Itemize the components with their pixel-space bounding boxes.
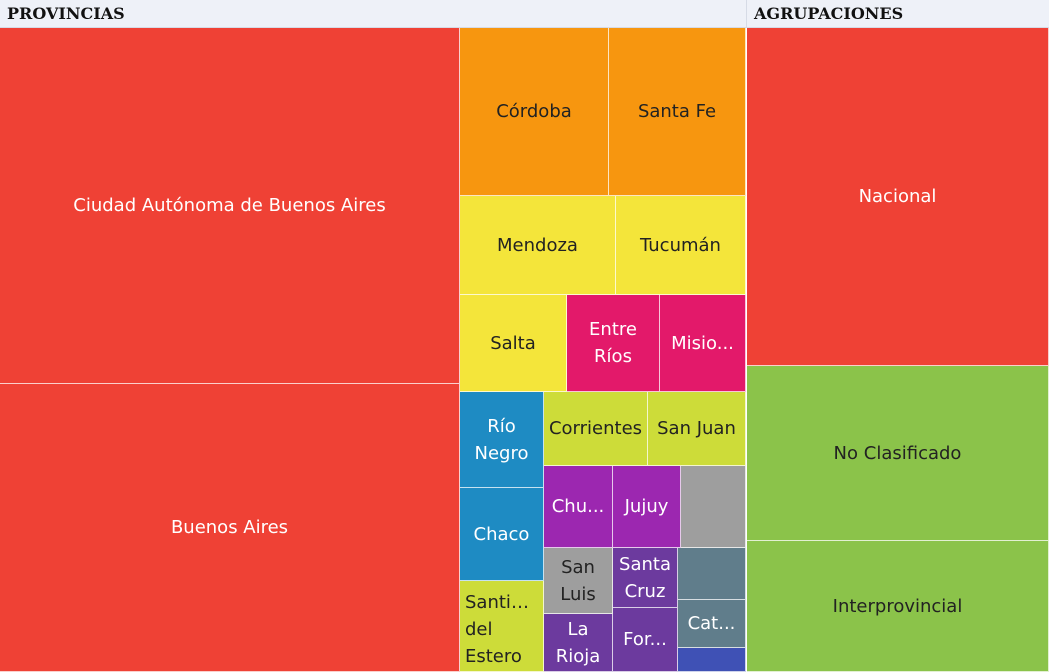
provincia-tile-label: Santiago del Estero — [465, 592, 543, 667]
provincia-tile-tucuman[interactable]: Tucumán — [616, 196, 746, 295]
provincia-tile-santiago-del-estero[interactable]: Santiago del Estero — [460, 581, 544, 672]
provincia-tile-cat[interactable]: Cat... — [678, 600, 746, 648]
provincia-tile-unlabeled-18[interactable] — [678, 548, 746, 600]
agrupacion-tile-label: No Clasificado — [833, 442, 962, 464]
provincia-tile-label: Córdoba — [496, 101, 572, 122]
provincia-tile-label: Santa Cruz — [619, 553, 671, 602]
agrupacion-tile-label: Nacional — [858, 186, 937, 207]
provincia-tile-for[interactable]: For... — [613, 608, 678, 672]
provincia-tile-entre-rios[interactable]: Entre Ríos — [567, 295, 660, 392]
provincia-tile-jujuy[interactable]: Jujuy — [613, 466, 681, 548]
provincia-tile-unlabeled-15[interactable] — [681, 466, 746, 548]
provincia-tile-san-juan[interactable]: San Juan — [648, 392, 746, 466]
agrupacion-tile-nacional[interactable]: Nacional — [747, 28, 1049, 366]
provincia-tile-santa-fe[interactable]: Santa Fe — [609, 28, 746, 196]
provincia-tile-label: Entre Ríos — [589, 319, 637, 367]
provincia-tile-ciudad-autonoma-de-buenos-aires[interactable]: Ciudad Autónoma de Buenos Aires — [0, 28, 460, 384]
provincia-tile-label: San Juan — [657, 418, 736, 439]
agrupacion-tile-interprovincial[interactable]: Interprovincial — [747, 541, 1049, 672]
agrupaciones-header: AGRUPACIONES — [747, 0, 1049, 28]
provincia-tile-label: Buenos Aires — [170, 517, 289, 538]
provincia-tile-label: San Luis — [560, 556, 596, 605]
provincia-tile-corrientes[interactable]: Corrientes — [544, 392, 648, 466]
provincia-tile-cordoba[interactable]: Córdoba — [460, 28, 609, 196]
provincia-tile-mendoza[interactable]: Mendoza — [460, 196, 616, 295]
provincia-tile-la-rioja[interactable]: La Rioja — [544, 614, 613, 672]
provincia-tile-label: Corrientes — [548, 418, 643, 439]
provincia-tile-santa-cruz[interactable]: Santa Cruz — [613, 548, 678, 608]
provincia-tile-label: Chu... — [551, 496, 605, 517]
agrupaciones-treemap: Nacional No Clasificado Interprovincial — [747, 28, 1049, 672]
provincia-tile-label: Salta — [490, 332, 536, 354]
provincia-tile-label: Jujuy — [624, 496, 669, 517]
provincia-tile-chaco[interactable]: Chaco — [460, 488, 544, 581]
provincia-tile-unlabeled-23[interactable] — [678, 648, 746, 672]
provincias-header: PROVINCIAS — [0, 0, 746, 28]
agrupacion-tile-label: Interprovincial — [832, 595, 963, 617]
provincia-tile-buenos-aires[interactable]: Buenos Aires — [0, 384, 460, 672]
provincia-tile-salta[interactable]: Salta — [460, 295, 567, 392]
provincia-tile-label: For... — [623, 629, 667, 650]
agrupacion-tile-no-clasificado[interactable]: No Clasificado — [747, 366, 1049, 541]
provincia-tile-label: Tucumán — [640, 234, 721, 256]
provincia-tile-label: Ciudad Autónoma de Buenos Aires — [73, 195, 386, 216]
provincia-tile-label: Chaco — [473, 523, 530, 545]
provincia-tile-chu[interactable]: Chu... — [544, 466, 613, 548]
provincia-tile-label: Río Negro — [474, 415, 529, 464]
provincia-tile-label: La Rioja — [555, 618, 601, 667]
provincia-tile-label: Mendoza — [497, 234, 578, 256]
provincias-treemap: Ciudad Autónoma de Buenos Aires Buenos Ai… — [0, 28, 746, 672]
header-divider — [746, 0, 747, 28]
provincia-tile-san-luis[interactable]: San Luis — [544, 548, 613, 614]
provincia-tile-rio-negro[interactable]: Río Negro — [460, 392, 544, 488]
provincia-tile-label: Santa Fe — [637, 101, 717, 122]
provincia-tile-label: Misio... — [671, 332, 734, 354]
provincia-tile-label: Cat... — [687, 613, 736, 634]
provincia-tile-misio[interactable]: Misio... — [660, 295, 746, 392]
